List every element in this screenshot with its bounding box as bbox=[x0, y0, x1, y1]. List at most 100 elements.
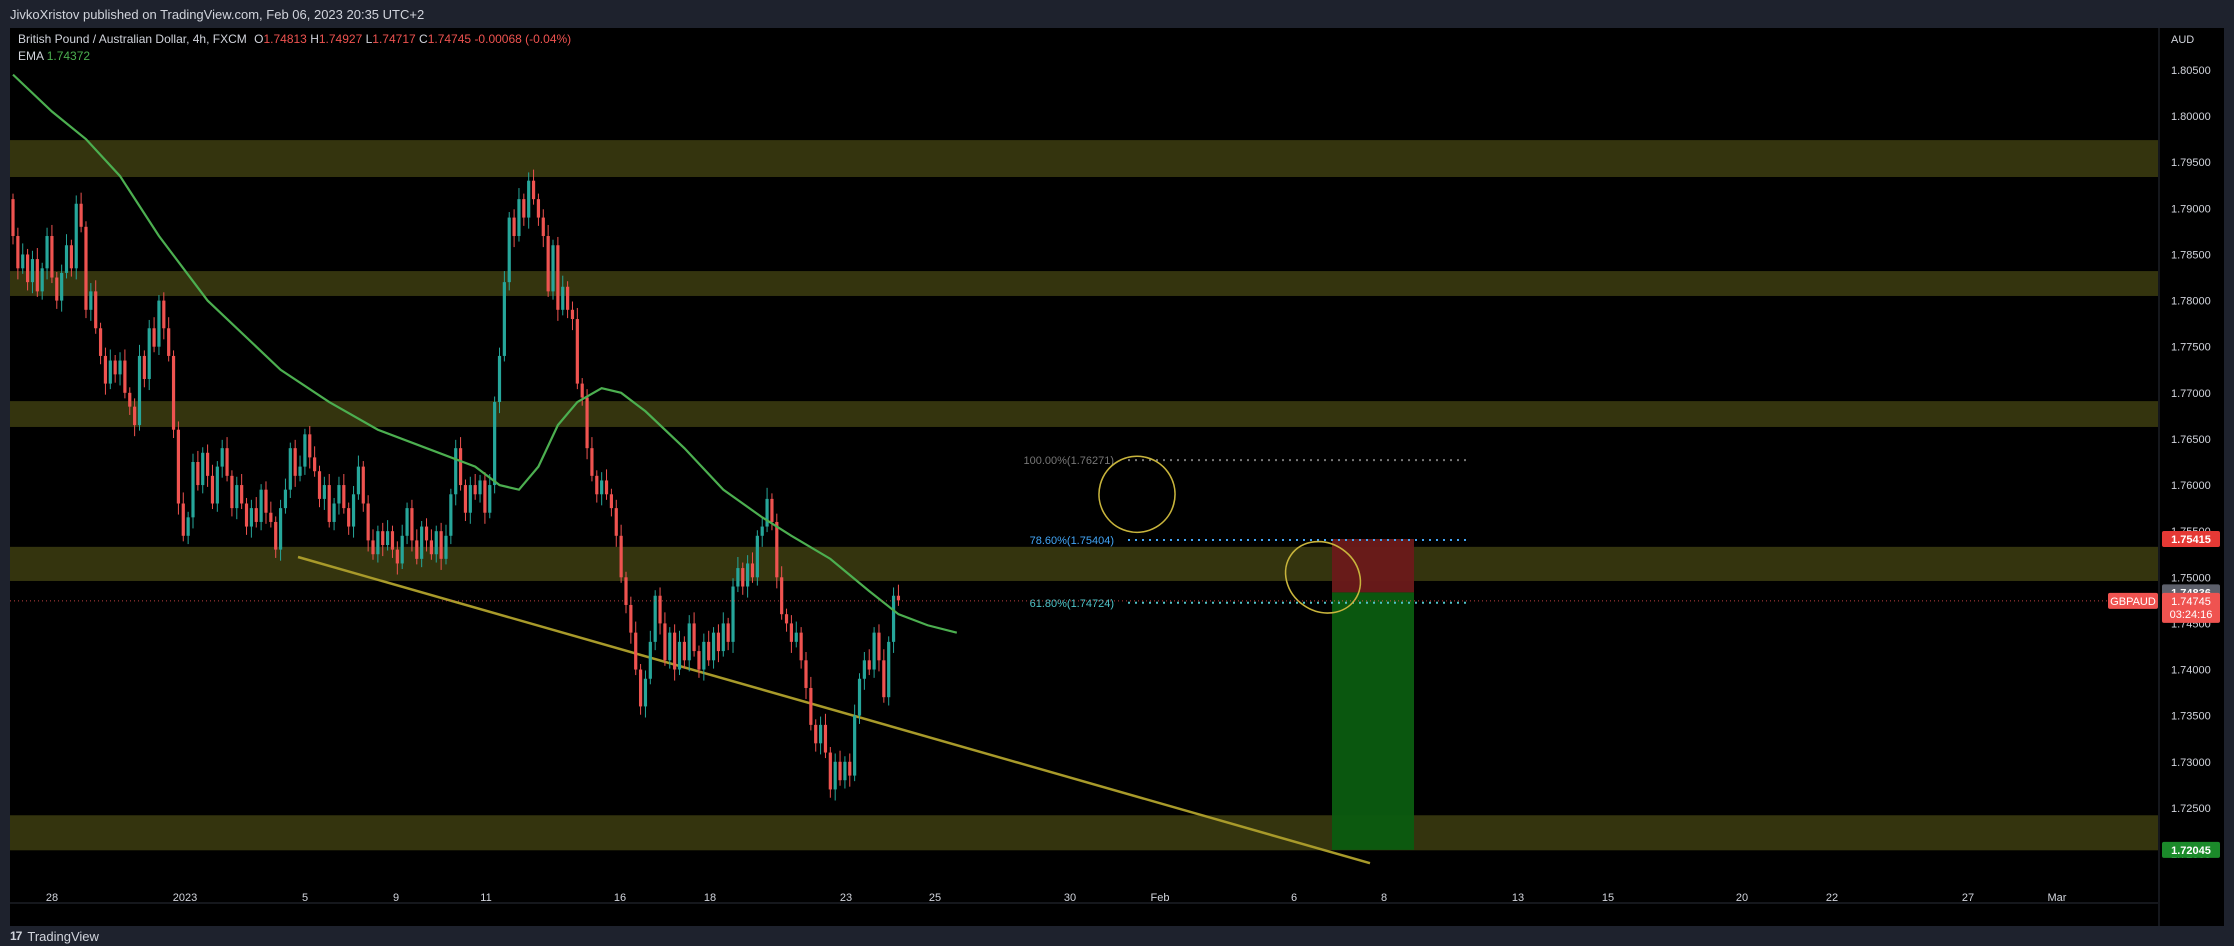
candle-body bbox=[410, 508, 414, 541]
time-tick-label: 9 bbox=[393, 892, 399, 904]
candle-body bbox=[171, 355, 176, 430]
candle-body bbox=[244, 503, 249, 527]
zone-0 bbox=[10, 140, 2158, 177]
time-tick-label: 18 bbox=[704, 892, 716, 904]
ema-value: 1.74372 bbox=[46, 49, 91, 63]
ema-legend: EMA 1.74372 bbox=[18, 49, 90, 63]
candle-body bbox=[775, 521, 779, 578]
chart-area[interactable]: 100.00%(1.76271) 78.60%(1.75404) 61.80%(1.… bbox=[10, 28, 2224, 926]
candle-body bbox=[206, 452, 210, 476]
time-tick-label: 16 bbox=[614, 892, 626, 904]
high-label: H bbox=[310, 32, 319, 46]
candle-body bbox=[585, 397, 589, 449]
candle-body bbox=[877, 632, 881, 661]
candle-body bbox=[531, 180, 536, 200]
candle-body bbox=[716, 632, 721, 652]
price-chart[interactable]: 100.00%(1.76271) 78.60%(1.75404) 61.80%(1.… bbox=[10, 28, 2224, 926]
candle-body bbox=[98, 328, 103, 356]
candle-body bbox=[823, 724, 828, 753]
candle-body bbox=[614, 508, 618, 536]
ellipse-annotations[interactable] bbox=[1085, 442, 1374, 627]
candle-body bbox=[322, 485, 326, 499]
time-tick-label: Mar bbox=[2048, 892, 2067, 904]
candle-body bbox=[167, 328, 171, 356]
candle-body bbox=[746, 563, 750, 587]
ema-label[interactable]: EMA bbox=[18, 49, 44, 63]
short-position-tool[interactable] bbox=[1332, 539, 1414, 850]
candle-body bbox=[726, 623, 730, 642]
candle-body bbox=[833, 761, 837, 790]
candle-body bbox=[604, 480, 609, 495]
candle-body bbox=[799, 632, 803, 661]
candle-body bbox=[317, 471, 322, 499]
fib-level-label: 78.60%(1.75404) bbox=[1030, 535, 1114, 547]
candle-body bbox=[11, 199, 15, 237]
target-price-tag-text: 1.72045 bbox=[2171, 845, 2211, 857]
fib-level-label: 100.00%(1.76271) bbox=[1023, 455, 1114, 467]
candle-body bbox=[658, 595, 662, 624]
candle-body bbox=[269, 512, 273, 522]
time-tick-label: 8 bbox=[1381, 892, 1387, 904]
symbol-tag-text: GBPAUD bbox=[2110, 596, 2156, 608]
time-tick-label: 6 bbox=[1291, 892, 1297, 904]
candle-body bbox=[517, 199, 521, 237]
symbol-name[interactable]: British Pound / Australian Dollar, 4h, F… bbox=[18, 32, 247, 46]
candle-body bbox=[30, 259, 35, 283]
candle-body bbox=[142, 355, 146, 379]
fib-retracement[interactable]: 100.00%(1.76271) 78.60%(1.75404) 61.80%(1.… bbox=[1023, 455, 1470, 610]
price-tick-label: 1.76500 bbox=[2171, 434, 2211, 446]
candle-body bbox=[371, 540, 375, 555]
ellipse-annotation[interactable] bbox=[1272, 527, 1375, 627]
candle-body bbox=[843, 761, 847, 781]
candle-body bbox=[108, 360, 112, 384]
time-axis[interactable]: 28 2023 5 9 11 16 18 23 25 30 Feb 6 8 13 15 20 22 27 Mar bbox=[10, 892, 2158, 904]
candle-body bbox=[668, 632, 672, 661]
close-label: C bbox=[419, 32, 428, 46]
candle-body bbox=[415, 540, 419, 559]
candle-body bbox=[293, 448, 297, 476]
price-tags: 1.754151.748361.720451.7474503:24:16GBPA… bbox=[2108, 531, 2220, 858]
brand-name[interactable]: TradingView bbox=[27, 928, 99, 944]
candle-body bbox=[356, 466, 361, 495]
candle-body bbox=[50, 236, 54, 278]
candle-body bbox=[157, 300, 161, 347]
ema-polyline bbox=[12, 73, 958, 634]
tradingview-logo-icon[interactable]: 17 bbox=[10, 929, 22, 943]
trendline-segment[interactable] bbox=[297, 555, 1371, 865]
candle-body bbox=[648, 641, 652, 679]
high-value: 1.74927 bbox=[318, 32, 363, 46]
candle-body bbox=[64, 245, 69, 273]
candle-body bbox=[755, 535, 759, 578]
candle-body bbox=[16, 236, 20, 269]
candle-body bbox=[220, 448, 224, 467]
candle-body bbox=[483, 480, 487, 513]
candle-body bbox=[313, 457, 317, 472]
ohlc-high: H1.74927 bbox=[310, 32, 362, 46]
stop-loss-zone[interactable] bbox=[1332, 539, 1414, 593]
candle-body bbox=[600, 480, 604, 495]
take-profit-zone[interactable] bbox=[1332, 592, 1414, 850]
candle-body bbox=[556, 245, 560, 310]
price-tick-label: 1.78500 bbox=[2171, 249, 2211, 261]
candle-body bbox=[750, 563, 755, 578]
currency-label: AUD bbox=[2171, 34, 2194, 46]
time-tick-label: 2023 bbox=[173, 892, 197, 904]
trendline[interactable] bbox=[297, 555, 1371, 865]
candle-body bbox=[784, 614, 789, 624]
candle-body bbox=[390, 531, 395, 550]
candle-body bbox=[638, 669, 643, 707]
candle-body bbox=[210, 475, 215, 504]
candle-body bbox=[308, 434, 312, 458]
ellipse-annotation[interactable] bbox=[1085, 442, 1189, 546]
candle-body bbox=[298, 466, 302, 476]
candles bbox=[11, 169, 901, 801]
candle-body bbox=[887, 641, 891, 698]
time-tick-label: 28 bbox=[46, 892, 58, 904]
candle-body bbox=[176, 429, 181, 504]
candle-body bbox=[862, 660, 866, 679]
candle-body bbox=[274, 521, 278, 550]
published-line: JivkoXristov published on TradingView.co… bbox=[10, 6, 425, 22]
time-tick-label: 30 bbox=[1064, 892, 1076, 904]
candle-body bbox=[230, 475, 234, 509]
time-tick-label: 13 bbox=[1512, 892, 1524, 904]
